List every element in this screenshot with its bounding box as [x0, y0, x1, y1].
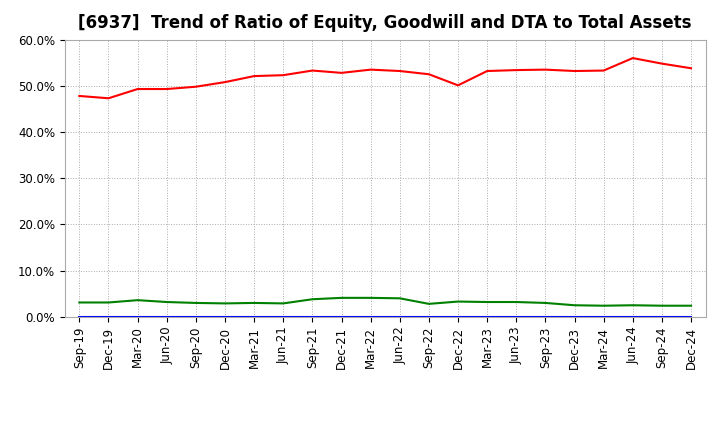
- Goodwill: [657, 314, 666, 319]
- Goodwill: [220, 314, 229, 319]
- Equity: [337, 70, 346, 76]
- Equity: [133, 86, 142, 92]
- Deferred Tax Assets: [220, 301, 229, 306]
- Goodwill: [104, 314, 113, 319]
- Equity: [163, 86, 171, 92]
- Deferred Tax Assets: [163, 299, 171, 304]
- Deferred Tax Assets: [337, 295, 346, 301]
- Goodwill: [250, 314, 258, 319]
- Goodwill: [366, 314, 375, 319]
- Equity: [541, 67, 550, 72]
- Goodwill: [337, 314, 346, 319]
- Goodwill: [163, 314, 171, 319]
- Line: Equity: Equity: [79, 58, 691, 98]
- Deferred Tax Assets: [250, 300, 258, 305]
- Goodwill: [454, 314, 462, 319]
- Goodwill: [599, 314, 608, 319]
- Goodwill: [570, 314, 579, 319]
- Deferred Tax Assets: [629, 303, 637, 308]
- Goodwill: [629, 314, 637, 319]
- Goodwill: [687, 314, 696, 319]
- Deferred Tax Assets: [570, 303, 579, 308]
- Goodwill: [75, 314, 84, 319]
- Deferred Tax Assets: [687, 303, 696, 308]
- Equity: [599, 68, 608, 73]
- Equity: [629, 55, 637, 61]
- Equity: [250, 73, 258, 79]
- Deferred Tax Assets: [75, 300, 84, 305]
- Line: Deferred Tax Assets: Deferred Tax Assets: [79, 298, 691, 306]
- Goodwill: [512, 314, 521, 319]
- Deferred Tax Assets: [395, 296, 404, 301]
- Deferred Tax Assets: [192, 300, 200, 305]
- Deferred Tax Assets: [133, 297, 142, 303]
- Goodwill: [279, 314, 287, 319]
- Equity: [570, 68, 579, 73]
- Equity: [454, 83, 462, 88]
- Goodwill: [541, 314, 550, 319]
- Deferred Tax Assets: [454, 299, 462, 304]
- Equity: [657, 61, 666, 66]
- Deferred Tax Assets: [104, 300, 113, 305]
- Deferred Tax Assets: [541, 300, 550, 305]
- Deferred Tax Assets: [279, 301, 287, 306]
- Goodwill: [133, 314, 142, 319]
- Equity: [192, 84, 200, 89]
- Deferred Tax Assets: [657, 303, 666, 308]
- Equity: [395, 68, 404, 73]
- Deferred Tax Assets: [308, 297, 317, 302]
- Equity: [687, 66, 696, 71]
- Equity: [483, 68, 492, 73]
- Goodwill: [192, 314, 200, 319]
- Equity: [279, 73, 287, 78]
- Title: [6937]  Trend of Ratio of Equity, Goodwill and DTA to Total Assets: [6937] Trend of Ratio of Equity, Goodwil…: [78, 15, 692, 33]
- Equity: [366, 67, 375, 72]
- Deferred Tax Assets: [366, 295, 375, 301]
- Equity: [104, 95, 113, 101]
- Equity: [425, 72, 433, 77]
- Equity: [75, 93, 84, 99]
- Goodwill: [425, 314, 433, 319]
- Goodwill: [308, 314, 317, 319]
- Equity: [512, 67, 521, 73]
- Goodwill: [395, 314, 404, 319]
- Deferred Tax Assets: [483, 299, 492, 304]
- Deferred Tax Assets: [512, 299, 521, 304]
- Equity: [220, 80, 229, 85]
- Equity: [308, 68, 317, 73]
- Goodwill: [483, 314, 492, 319]
- Deferred Tax Assets: [425, 301, 433, 307]
- Deferred Tax Assets: [599, 303, 608, 308]
